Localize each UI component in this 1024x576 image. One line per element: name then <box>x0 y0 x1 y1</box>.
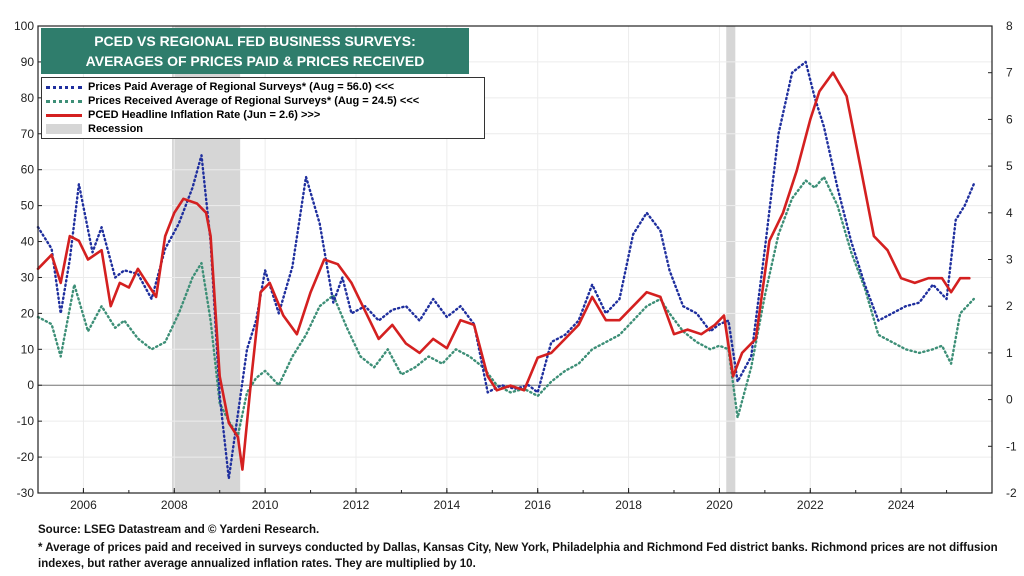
right-tick-label-5: 3 <box>1006 253 1013 267</box>
left-tick-label-1: 90 <box>21 55 35 69</box>
legend-swatch-pced <box>46 110 82 120</box>
left-tick-label-3: 70 <box>21 127 35 141</box>
x-tick-label-8: 2022 <box>797 498 824 512</box>
right-tick-label-4: 4 <box>1006 206 1013 220</box>
right-tick-label-8: 0 <box>1006 393 1013 407</box>
right-tick-label-3: 5 <box>1006 159 1013 173</box>
right-tick-label-1: 7 <box>1006 66 1013 80</box>
legend-item-pced: PCED Headline Inflation Rate (Jun = 2.6)… <box>46 108 480 122</box>
legend-item-recession: Recession <box>46 122 480 136</box>
right-tick-label-2: 6 <box>1006 112 1013 126</box>
recession-band-1 <box>726 26 736 493</box>
source-note: Source: LSEG Datastream and © Yardeni Re… <box>38 524 320 536</box>
chart-title-line-1: PCED VS REGIONAL FED BUSINESS SURVEYS: <box>94 33 416 49</box>
legend-label-prices-received: Prices Received Average of Regional Surv… <box>88 95 420 107</box>
left-tick-label-11: -10 <box>17 414 35 428</box>
right-tick-label-10: -2 <box>1006 486 1017 500</box>
left-tick-label-4: 60 <box>21 163 35 177</box>
left-tick-label-0: 100 <box>14 19 34 33</box>
right-tick-label-0: 8 <box>1006 19 1013 33</box>
left-tick-label-10: 0 <box>27 378 34 392</box>
axis-ticks: 1009080706050403020100-10-20-30876543210… <box>14 19 1017 512</box>
x-tick-label-3: 2012 <box>343 498 370 512</box>
legend-item-prices-received: Prices Received Average of Regional Surv… <box>46 94 480 108</box>
left-tick-label-5: 50 <box>21 199 35 213</box>
left-tick-label-7: 30 <box>21 270 35 284</box>
left-tick-label-2: 80 <box>21 91 35 105</box>
x-tick-label-6: 2018 <box>615 498 642 512</box>
series-lines <box>36 60 975 480</box>
right-tick-label-9: -1 <box>1006 439 1017 453</box>
legend-label-prices-paid: Prices Paid Average of Regional Surveys*… <box>88 81 395 93</box>
legend: Prices Paid Average of Regional Surveys*… <box>41 77 485 139</box>
x-tick-label-4: 2014 <box>434 498 461 512</box>
x-tick-label-5: 2016 <box>524 498 551 512</box>
left-tick-label-9: 10 <box>21 342 35 356</box>
legend-swatch-prices-paid <box>46 82 82 92</box>
left-tick-label-8: 20 <box>21 306 35 320</box>
x-tick-label-2: 2010 <box>252 498 279 512</box>
footnote: * Average of prices paid and received in… <box>38 542 998 570</box>
legend-label-pced: PCED Headline Inflation Rate (Jun = 2.6)… <box>88 109 321 121</box>
x-tick-label-1: 2008 <box>161 498 188 512</box>
left-tick-label-6: 40 <box>21 235 35 249</box>
legend-swatch-prices-received <box>46 96 82 106</box>
legend-swatch-recession <box>46 124 82 134</box>
right-tick-label-6: 2 <box>1006 299 1013 313</box>
chart-title: PCED VS REGIONAL FED BUSINESS SURVEYS: A… <box>41 28 469 74</box>
x-tick-label-9: 2024 <box>888 498 915 512</box>
chart-title-line-2: AVERAGES OF PRICES PAID & PRICES RECEIVE… <box>85 53 425 69</box>
x-tick-label-0: 2006 <box>70 498 97 512</box>
series-line-pced <box>36 71 971 471</box>
left-tick-label-13: -30 <box>17 486 35 500</box>
x-tick-label-7: 2020 <box>706 498 733 512</box>
right-tick-label-7: 1 <box>1006 346 1013 360</box>
left-tick-label-12: -20 <box>17 450 35 464</box>
legend-label-recession: Recession <box>88 123 144 135</box>
legend-item-prices-paid: Prices Paid Average of Regional Surveys*… <box>46 80 480 94</box>
